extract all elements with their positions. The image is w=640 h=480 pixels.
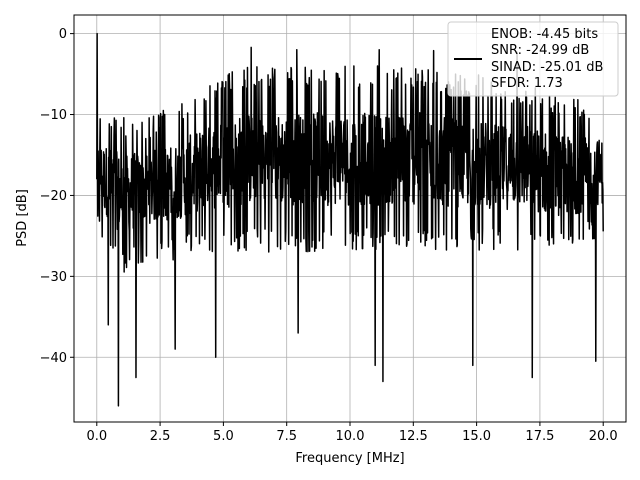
legend-box	[447, 21, 619, 97]
y-axis-label: PSD [dB]	[15, 189, 30, 247]
y-tick-label: −10	[40, 108, 67, 123]
legend-line-sinad: SINAD: -25.01 dB	[491, 60, 603, 75]
legend: ENOB: -4.45 bits SNR: -24.99 dB SINAD: -…	[447, 21, 619, 97]
x-tick-label: 12.5	[399, 429, 428, 444]
x-tick-label: 10.0	[336, 429, 365, 444]
x-axis-ticks: 0.0 2.5 5.0 7.5 10.0 12.5 15.0 17.5 20.0	[86, 422, 618, 444]
x-axis-label: Frequency [MHz]	[295, 451, 404, 466]
x-tick-label: 20.0	[589, 429, 618, 444]
x-tick-label: 5.0	[213, 429, 234, 444]
legend-line-sfdr: SFDR: 1.73	[491, 76, 563, 91]
y-axis-ticks: 0 −10 −20 −30 −40	[40, 27, 74, 366]
psd-series-line	[96, 32, 604, 407]
x-tick-label: 2.5	[150, 429, 171, 444]
series-layer	[96, 32, 604, 407]
y-tick-label: −30	[40, 270, 67, 285]
x-tick-label: 15.0	[462, 429, 491, 444]
legend-line-enob: ENOB: -4.45 bits	[491, 27, 598, 42]
y-tick-label: −40	[40, 351, 67, 366]
y-tick-label: −20	[40, 189, 67, 204]
legend-line-snr: SNR: -24.99 dB	[491, 43, 589, 58]
x-tick-label: 7.5	[276, 429, 297, 444]
y-tick-label: 0	[59, 27, 67, 42]
x-tick-label: 0.0	[86, 429, 107, 444]
x-tick-label: 17.5	[525, 429, 554, 444]
